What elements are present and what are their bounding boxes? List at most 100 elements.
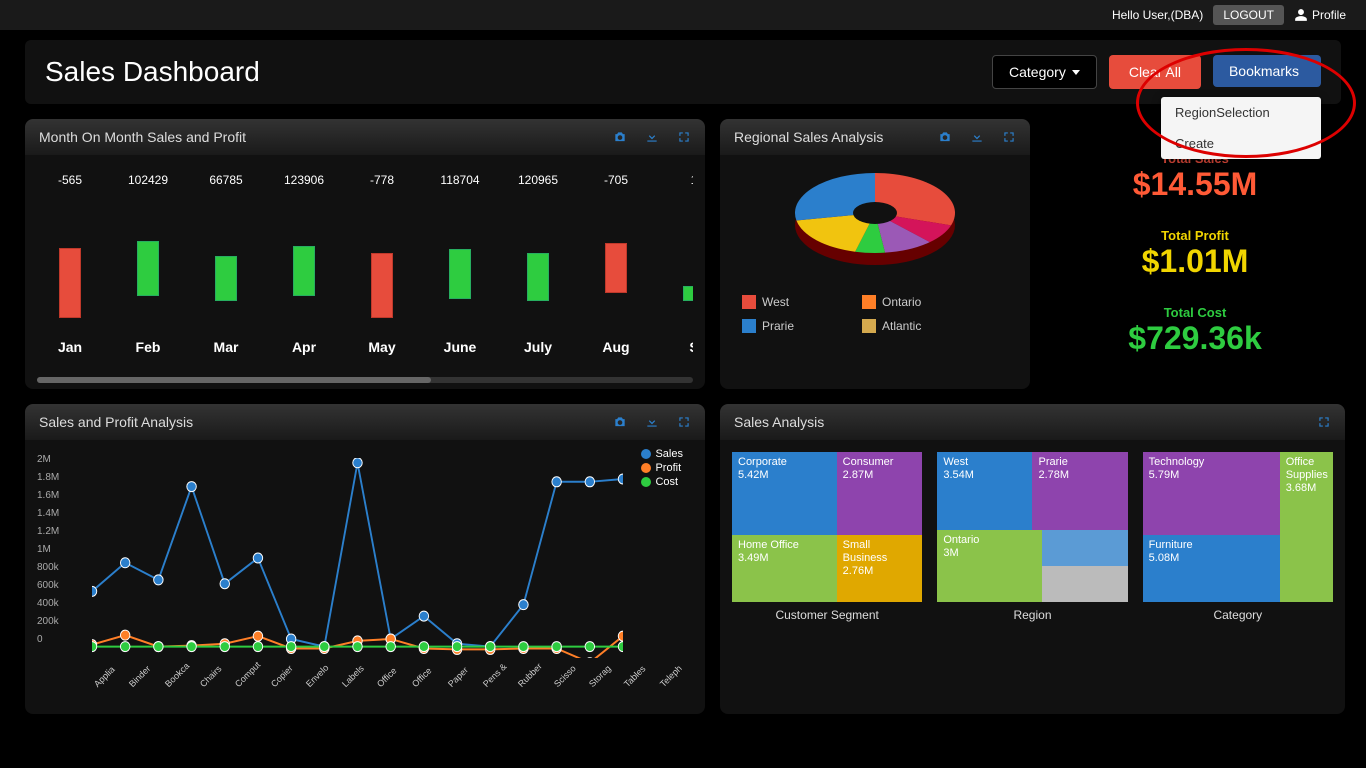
pie-legend: West Ontario Prarie Atlantic <box>732 295 1018 333</box>
candle-value: -778 <box>370 173 394 189</box>
candle-col: -705 Aug <box>591 173 641 373</box>
expand-icon[interactable] <box>677 130 691 144</box>
profile-link[interactable]: Profile <box>1294 8 1346 22</box>
treemap-group: Technology5.79MOffice Supplies3.68MFurni… <box>1143 452 1333 622</box>
candle-col: 1 S <box>669 173 693 373</box>
treemap-group: Corporate5.42MConsumer2.87MHome Office3.… <box>732 452 922 622</box>
candle-col: -778 May <box>357 173 407 373</box>
treemap-cell[interactable]: Technology5.79M <box>1143 452 1280 535</box>
treemap-cell[interactable]: Small Business2.76M <box>837 535 923 603</box>
download-icon[interactable] <box>645 415 659 429</box>
category-dropdown[interactable]: Category <box>992 55 1097 89</box>
line-chart <box>92 458 623 658</box>
regional-panel: Regional Sales Analysis West Ontario Prari… <box>720 119 1030 389</box>
x-tick: Teleph <box>658 657 690 689</box>
panel-title: Sales Analysis <box>734 414 824 430</box>
x-tick: Labels <box>340 657 372 689</box>
camera-icon[interactable] <box>938 130 952 144</box>
legend-item: Atlantic <box>862 319 952 333</box>
candle-month: Mar <box>214 339 239 355</box>
x-tick: Scisso <box>552 657 584 689</box>
treemap-cell[interactable]: West3.54M <box>937 452 1032 530</box>
clear-all-button[interactable]: Clear All <box>1109 55 1201 89</box>
expand-icon[interactable] <box>1317 415 1331 429</box>
bookmarks-dropdown[interactable]: Bookmarks <box>1213 55 1321 87</box>
header-row: Sales Dashboard Category Clear All Bookm… <box>25 40 1341 104</box>
candle-col: 120965 July <box>513 173 563 373</box>
bookmark-item[interactable]: RegionSelection <box>1161 97 1321 128</box>
greeting-text: Hello User,(DBA) <box>1112 8 1203 22</box>
y-axis: 2M1.8M1.6M1.4M1.2M1M800k600k400k200k0 <box>37 454 59 652</box>
x-tick: Applia <box>92 657 124 689</box>
candle-col: 66785 Mar <box>201 173 251 373</box>
x-tick: Chairs <box>198 657 230 689</box>
treemap-label: Customer Segment <box>775 608 878 622</box>
expand-icon[interactable] <box>677 415 691 429</box>
bookmark-item[interactable]: Create <box>1161 128 1321 159</box>
x-tick: Paper <box>446 657 478 689</box>
legend-item: Cost <box>641 476 683 488</box>
treemap-cell[interactable]: Consumer2.87M <box>837 452 923 535</box>
panel-title: Regional Sales Analysis <box>734 129 883 145</box>
candle-value: 1 <box>691 173 693 189</box>
legend-item: Ontario <box>862 295 952 309</box>
candle-col: 102429 Feb <box>123 173 173 373</box>
camera-icon[interactable] <box>613 415 627 429</box>
pie-chart <box>775 163 975 283</box>
candle-value: 120965 <box>518 173 558 189</box>
legend-item: Profit <box>641 462 683 474</box>
candle-value: 123906 <box>284 173 324 189</box>
camera-icon[interactable] <box>613 130 627 144</box>
x-tick: Rubber <box>516 657 548 689</box>
expand-icon[interactable] <box>1002 130 1016 144</box>
x-tick: Envelo <box>304 657 336 689</box>
candle-month: S <box>689 339 693 355</box>
treemap-cell[interactable]: Furniture5.08M <box>1143 535 1280 603</box>
candle-col: -565 Jan <box>45 173 95 373</box>
treemap-cell[interactable]: Office Supplies3.68M <box>1280 452 1333 602</box>
candle-chart: -565 Jan 102429 Feb 66785 Mar 123906 Apr -77… <box>37 163 693 373</box>
bookmarks-menu: RegionSelectionCreate <box>1161 97 1321 159</box>
h-scrollbar[interactable] <box>37 377 693 383</box>
candle-value: -565 <box>58 173 82 189</box>
line-panel: Sales and Profit Analysis SalesProfitCos… <box>25 404 705 714</box>
x-tick: Office <box>375 657 407 689</box>
treemap-cell[interactable]: Ontario3M <box>937 530 1042 602</box>
panel-title: Month On Month Sales and Profit <box>39 129 246 145</box>
sales-analysis-panel: Sales Analysis Corporate5.42MConsumer2.8… <box>720 404 1345 714</box>
treemap-cell[interactable] <box>1042 530 1128 566</box>
candle-month: Aug <box>602 339 629 355</box>
kpi-value: $1.01M <box>1142 243 1249 280</box>
kpi: Total Profit $1.01M <box>1142 228 1249 280</box>
candle-col: 118704 June <box>435 173 485 373</box>
treemap-label: Category <box>1213 608 1262 622</box>
x-tick: Copier <box>269 657 301 689</box>
treemap-cell[interactable]: Home Office3.49M <box>732 535 837 603</box>
candle-value: 102429 <box>128 173 168 189</box>
monthly-panel: Month On Month Sales and Profit -565 Jan… <box>25 119 705 389</box>
candle-month: July <box>524 339 552 355</box>
chevron-down-icon <box>1072 70 1080 75</box>
candle-col: 123906 Apr <box>279 173 329 373</box>
kpi: Total Cost $729.36k <box>1128 305 1261 357</box>
treemap-cell[interactable] <box>1042 566 1128 602</box>
x-tick: Binder <box>127 657 159 689</box>
line-legend: SalesProfitCost <box>641 448 683 490</box>
panel-title: Sales and Profit Analysis <box>39 414 193 430</box>
legend-item: Prarie <box>742 319 832 333</box>
logout-button[interactable]: LOGOUT <box>1213 5 1284 25</box>
treemap-cell[interactable]: Corporate5.42M <box>732 452 837 535</box>
treemap-label: Region <box>1013 608 1051 622</box>
x-tick: Tables <box>622 657 654 689</box>
x-tick: Comput <box>233 657 265 689</box>
profile-label: Profile <box>1312 8 1346 22</box>
x-axis: AppliaBinderBookcaChairsComputCopierEnve… <box>92 682 693 692</box>
treemap-cell[interactable]: Prarie2.78M <box>1032 452 1127 530</box>
legend-item: West <box>742 295 832 309</box>
kpi-label: Total Profit <box>1142 228 1249 243</box>
treemap-group: West3.54MPrarie2.78MOntario3M Region <box>937 452 1127 622</box>
download-icon[interactable] <box>970 130 984 144</box>
download-icon[interactable] <box>645 130 659 144</box>
candle-month: May <box>368 339 395 355</box>
candle-month: Apr <box>292 339 316 355</box>
